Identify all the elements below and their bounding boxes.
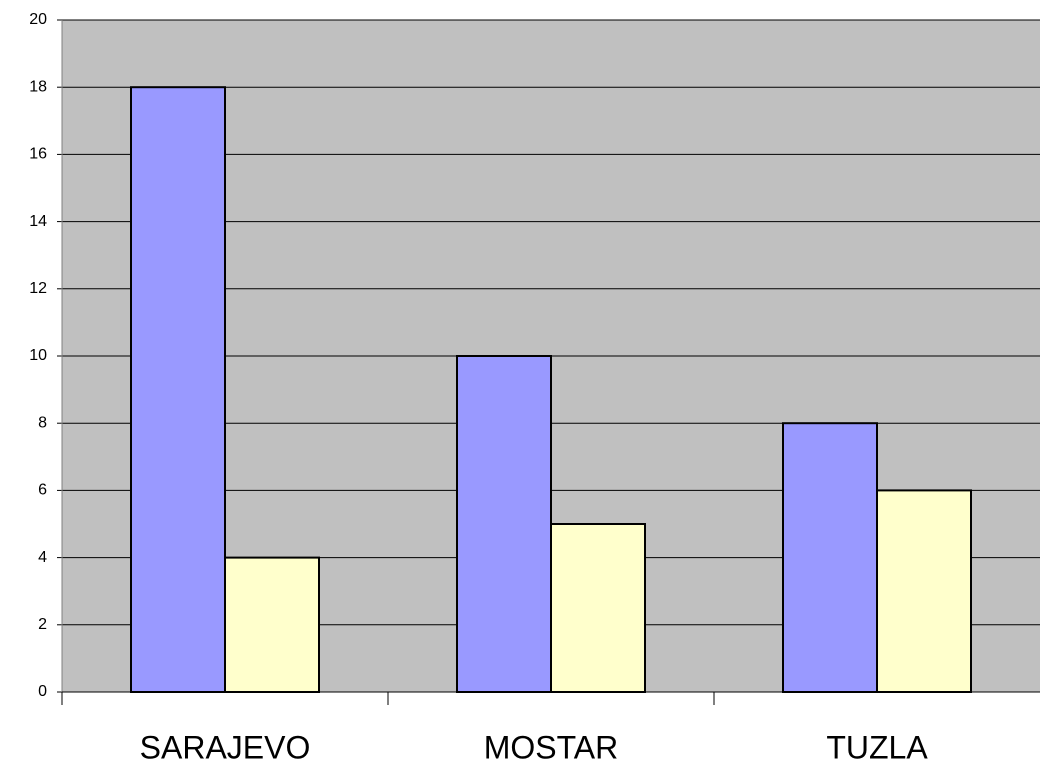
y-tick-label: 2 — [38, 616, 47, 633]
x-tick-label: MOSTAR — [484, 729, 619, 765]
y-tick-label: 16 — [29, 146, 47, 163]
y-tick-label: 12 — [29, 280, 47, 297]
y-tick-label: 10 — [29, 347, 47, 364]
y-tick-label: 14 — [29, 213, 47, 230]
bar — [456, 355, 552, 693]
bar — [550, 523, 646, 693]
bar — [782, 422, 878, 693]
y-tick-label: 4 — [38, 549, 47, 566]
bar — [130, 86, 226, 693]
y-tick-label: 0 — [38, 683, 47, 700]
bar — [876, 489, 972, 693]
y-tick-label: 20 — [29, 11, 47, 28]
y-tick-label: 8 — [38, 414, 47, 431]
y-tick-label: 6 — [38, 482, 47, 499]
x-tick-label: TUZLA — [826, 729, 928, 765]
bar — [224, 556, 320, 693]
x-tick-label: SARAJEVO — [140, 729, 311, 765]
y-tick-label: 18 — [29, 78, 47, 95]
